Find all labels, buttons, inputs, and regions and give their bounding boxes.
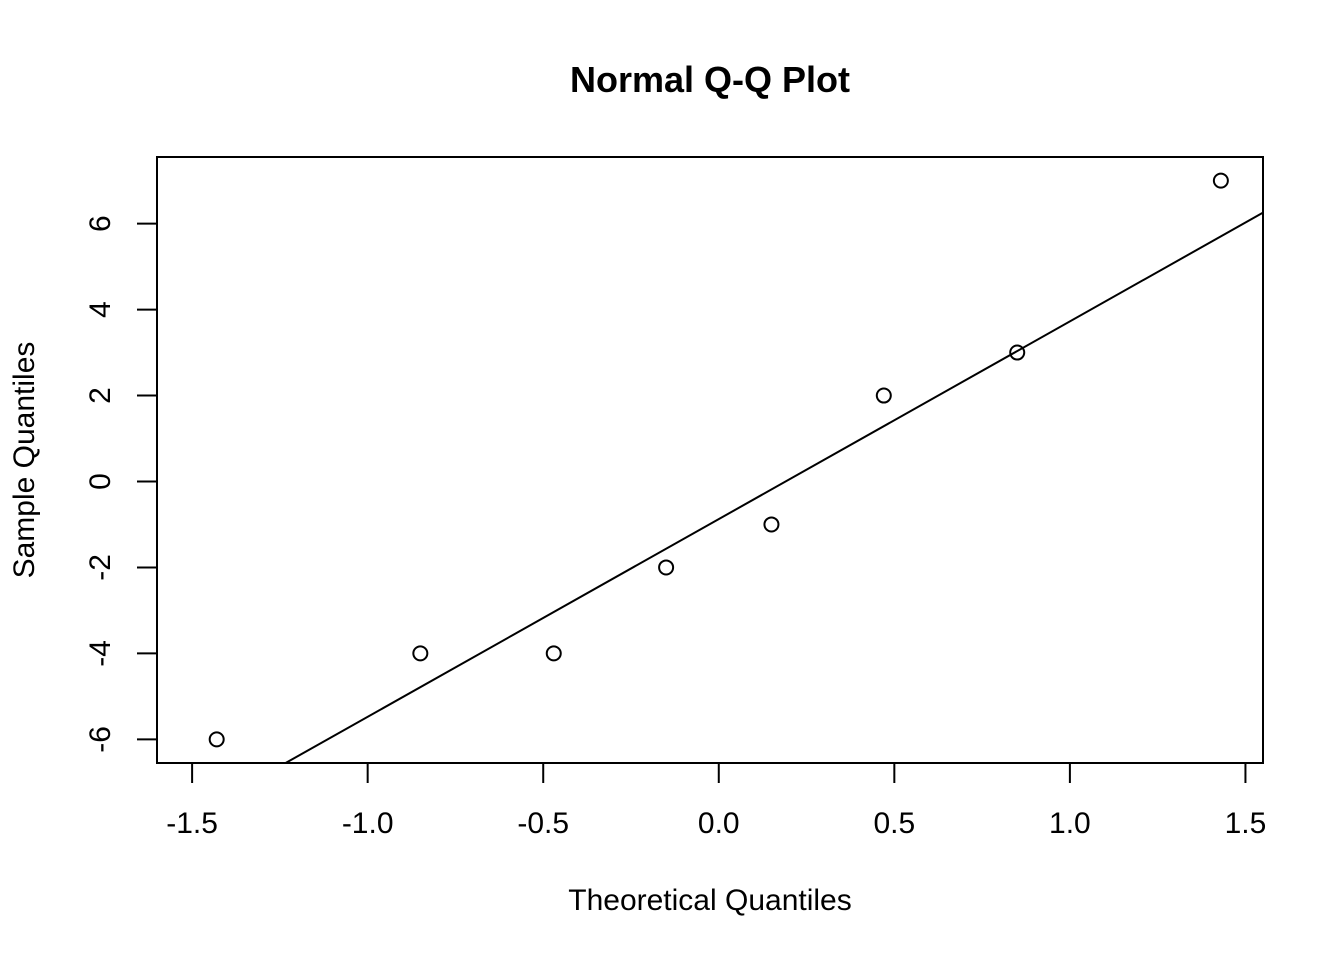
data-point [412,645,429,662]
data-point [1212,172,1229,189]
y-tick-label: -4 [84,640,117,667]
data-points [208,172,1229,748]
y-tick-label: 0 [84,473,117,490]
y-tick-label: -6 [84,726,117,753]
y-axis-title: Sample Quantiles [8,342,41,579]
chart-title: Normal Q-Q Plot [570,59,850,100]
y-tick-label: 6 [84,215,117,232]
x-tick-label: -1.5 [166,807,218,840]
reference-line [285,211,1264,764]
x-tick-label: 0.5 [873,807,915,840]
data-point [208,731,225,748]
data-point [658,559,675,576]
x-axis: -1.5 -1.0 -0.5 0.0 0.5 1.0 1.5 [166,762,1267,840]
x-tick-label: -0.5 [517,807,569,840]
data-point [875,387,892,404]
x-axis-title: Theoretical Quantiles [568,884,851,917]
y-tick-label: -2 [84,554,117,581]
y-tick-label: 2 [84,387,117,404]
y-axis: -6 -4 -2 0 2 4 6 [84,215,158,753]
x-tick-label: 1.5 [1225,807,1267,840]
y-tick-label: 4 [84,301,117,318]
x-tick-label: 0.0 [698,807,740,840]
x-tick-label: -1.0 [342,807,394,840]
plot-frame [156,156,1264,764]
data-point [763,516,780,533]
data-point [545,645,562,662]
data-point [1009,344,1026,361]
x-tick-label: 1.0 [1049,807,1091,840]
